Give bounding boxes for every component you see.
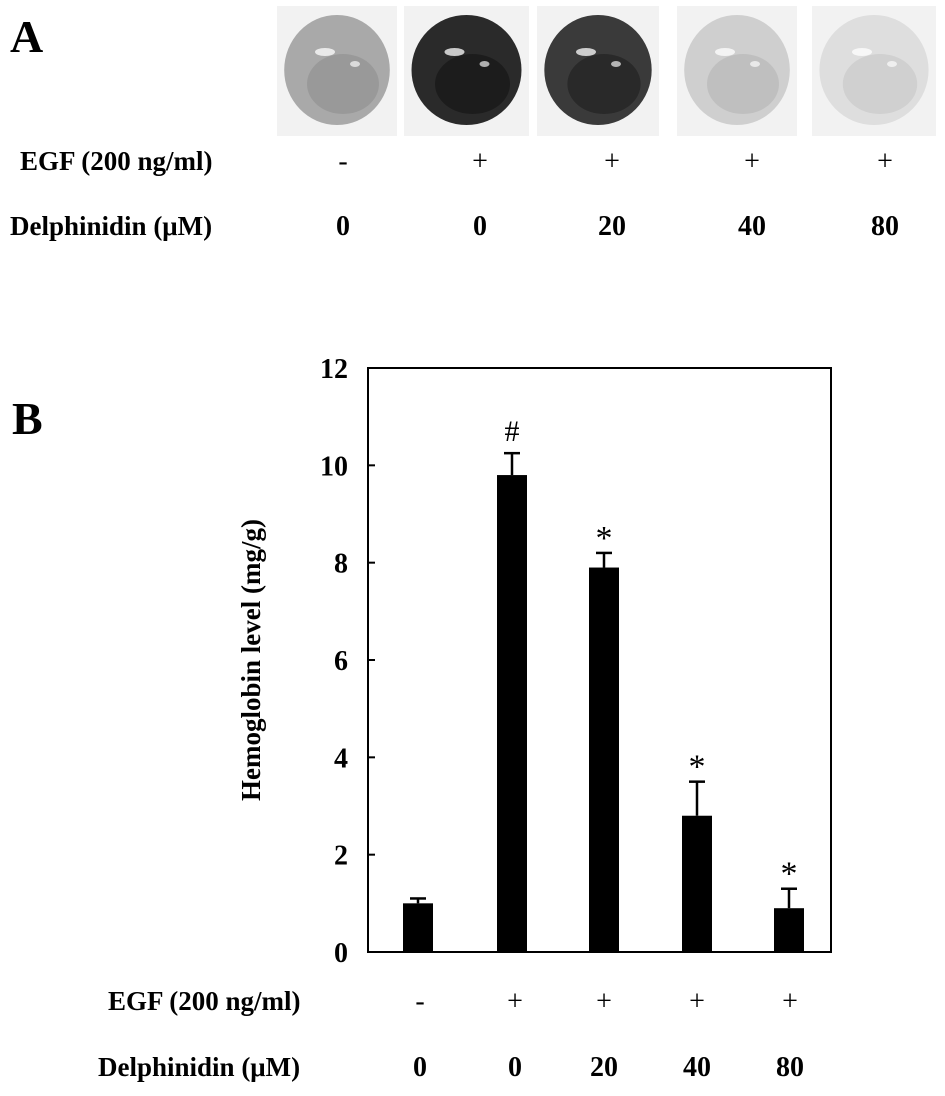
panel-b-egf-value: -	[415, 986, 425, 1017]
significance-asterisk: *	[781, 856, 798, 893]
panel-a-egf-value: +	[472, 146, 488, 177]
panel-a-egf-label: EGF (200 ng/ml)	[20, 146, 213, 176]
panel-b-delphinidin-value: 80	[776, 1052, 804, 1083]
plug-egf-photo	[404, 6, 529, 136]
y-tick-label: 4	[334, 743, 348, 774]
bar	[774, 908, 804, 952]
significance-asterisk: *	[689, 749, 706, 786]
plug-delph-20-photo	[537, 6, 659, 136]
panel-a-egf-value: +	[744, 146, 760, 177]
panel-a-egf-value: -	[338, 146, 348, 177]
significance-hash: #	[505, 415, 520, 448]
panel-b-delphinidin-value: 0	[413, 1052, 427, 1083]
y-axis-label: Hemoglobin level (mg/g)	[236, 519, 266, 801]
plug-control-photo	[277, 6, 397, 136]
y-tick-label: 6	[334, 646, 348, 677]
panel-b-delphinidin-value: 20	[590, 1052, 618, 1083]
panel-b-delphinidin-value: 0	[508, 1052, 522, 1083]
panel-b-delphinidin-value: 40	[683, 1052, 711, 1083]
panel-a-delphinidin-label: Delphinidin (μM)	[10, 211, 213, 241]
significance-asterisk: *	[596, 520, 613, 557]
panel-a-delphinidin-value: 0	[336, 211, 350, 242]
panel-b-egf-value: +	[689, 986, 705, 1017]
y-tick-label: 12	[320, 354, 348, 385]
bar	[682, 815, 712, 952]
panel-b-egf-label: EGF (200 ng/ml)	[108, 986, 301, 1016]
panel-a-delphinidin-value: 40	[738, 211, 766, 242]
bar	[589, 567, 619, 952]
panel-a-delphinidin-value: 0	[473, 211, 487, 242]
panel-a-delphinidin-value: 20	[598, 211, 626, 242]
y-tick-label: 8	[334, 549, 348, 580]
panel-b-delphinidin-label: Delphinidin (μM)	[98, 1052, 301, 1082]
panel-a-delphinidin-value: 80	[871, 211, 899, 242]
panel-a-egf-value: +	[877, 146, 893, 177]
bar	[497, 475, 527, 952]
panel-b-egf-value: +	[782, 986, 798, 1017]
panel-a-letter: A	[10, 11, 44, 62]
y-tick-label: 0	[334, 938, 348, 969]
panel-b-egf-value: +	[596, 986, 612, 1017]
plug-delph-80-photo	[812, 6, 936, 136]
y-tick-label: 10	[320, 451, 348, 482]
panel-a-egf-value: +	[604, 146, 620, 177]
plug-delph-40-photo	[677, 6, 797, 136]
bar	[403, 903, 433, 952]
y-tick-label: 2	[334, 841, 348, 872]
panel-b-letter: B	[12, 393, 43, 444]
panel-b-egf-value: +	[507, 986, 523, 1017]
panel-a-photos	[277, 6, 936, 136]
